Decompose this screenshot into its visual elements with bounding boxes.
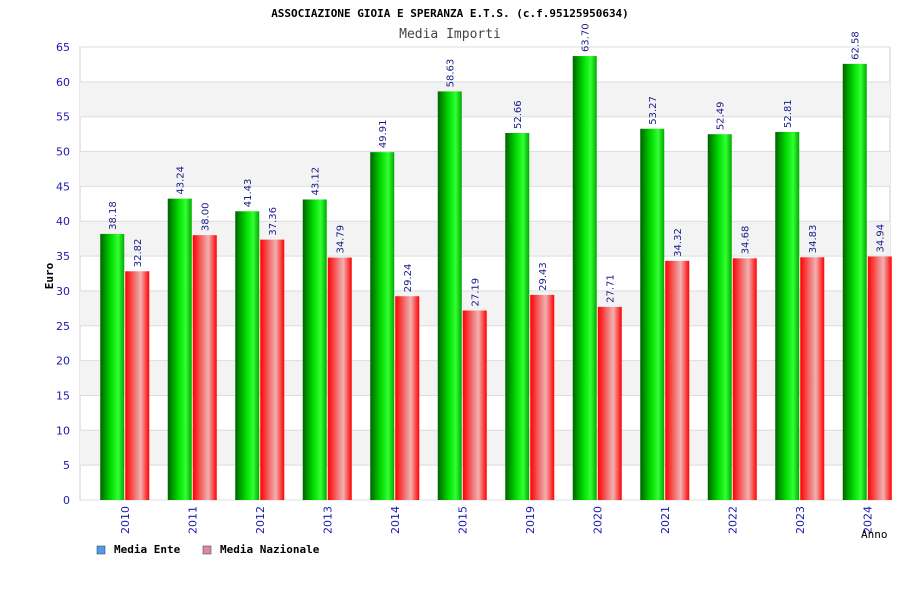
value-labels: 38.18 32.82 43.24 38.00 41.43 37.36 43.12 34.79… — [108, 23, 887, 306]
bar-media-nazionale-2011 — [192, 235, 217, 500]
bar-media-nazionale-2015 — [462, 310, 487, 500]
bar-media-nazionale-2023 — [800, 257, 825, 500]
bar-media-nazionale-2010 — [125, 271, 150, 500]
y-tick-label: 35 — [56, 250, 70, 263]
chart-title: ASSOCIAZIONE GIOIA E SPERANZA E.T.S. (c.… — [271, 7, 629, 20]
data-label: 52.66 — [513, 100, 524, 129]
y-axis-title: Euro — [43, 262, 56, 289]
data-label: 43.24 — [176, 166, 187, 195]
y-tick-label: 50 — [56, 146, 70, 159]
bar-media-ente-2011 — [167, 198, 192, 501]
data-label: 29.43 — [538, 262, 549, 291]
y-tick-label: 25 — [56, 320, 70, 333]
x-tick-label: 2010 — [119, 506, 132, 534]
bar-media-ente-2019 — [505, 133, 530, 500]
x-tick-label: 2020 — [591, 506, 604, 534]
grid-band — [80, 151, 890, 187]
x-tick-label: 2015 — [456, 506, 469, 534]
x-tick-label: 2024 — [861, 506, 874, 534]
legend: Media Ente Media Nazionale — [96, 543, 320, 556]
legend-swatch-media-ente — [96, 545, 106, 555]
bar-media-nazionale-2014 — [395, 296, 420, 500]
bar-media-ente-2014 — [370, 152, 395, 500]
x-tick-label: 2011 — [186, 506, 199, 534]
bar-media-nazionale-2020 — [597, 306, 622, 500]
data-label: 27.71 — [606, 274, 617, 303]
x-tick-label: 2012 — [254, 506, 267, 534]
data-label: 34.79 — [336, 225, 347, 254]
bar-media-ente-2022 — [707, 134, 732, 501]
y-tick-label: 30 — [56, 285, 70, 298]
y-tick-label: 10 — [56, 424, 70, 437]
data-label: 49.91 — [378, 120, 389, 149]
data-label: 58.63 — [446, 59, 457, 88]
data-label: 41.43 — [243, 179, 254, 208]
data-label: 52.49 — [716, 102, 727, 131]
data-label: 29.24 — [403, 264, 414, 293]
bar-media-ente-2021 — [640, 128, 665, 500]
y-tick-label: 20 — [56, 355, 70, 368]
y-axis-ticks: 0 5 10 15 20 25 30 35 40 45 50 55 60 65 — [56, 41, 70, 507]
data-label: 32.82 — [133, 239, 144, 268]
data-label: 53.27 — [648, 96, 659, 125]
y-tick-label: 45 — [56, 180, 70, 193]
x-tick-label: 2021 — [659, 506, 672, 534]
bar-media-nazionale-2024 — [867, 256, 892, 500]
x-tick-label: 2014 — [389, 506, 402, 534]
legend-label-media-ente: Media Ente — [114, 543, 181, 556]
bars-group — [100, 56, 892, 501]
x-tick-label: 2013 — [321, 506, 334, 534]
x-axis-ticks: 2010 2011 2012 2013 2014 2015 2019 2020 2021 2022… — [119, 506, 875, 534]
data-label: 62.58 — [851, 31, 862, 60]
data-label: 38.00 — [201, 203, 212, 232]
data-label: 34.83 — [808, 225, 819, 254]
data-label: 34.94 — [876, 224, 887, 253]
y-tick-label: 55 — [56, 111, 70, 124]
data-label: 52.81 — [783, 99, 794, 128]
bar-media-ente-2013 — [302, 199, 327, 501]
bar-media-nazionale-2013 — [327, 257, 352, 500]
data-label: 34.32 — [673, 228, 684, 257]
bar-media-nazionale-2022 — [732, 258, 757, 500]
data-label: 37.36 — [268, 207, 279, 236]
data-label: 27.19 — [471, 278, 482, 307]
x-axis-title: Anno — [861, 528, 888, 541]
x-tick-label: 2023 — [794, 506, 807, 534]
y-tick-label: 65 — [56, 41, 70, 54]
x-tick-label: 2019 — [524, 506, 537, 534]
y-tick-label: 0 — [63, 494, 70, 507]
chart-subtitle: Media Importi — [399, 27, 501, 42]
bar-media-ente-2024 — [842, 63, 867, 500]
legend-label-media-nazionale: Media Nazionale — [220, 543, 320, 556]
y-tick-label: 5 — [63, 459, 70, 472]
y-tick-label: 60 — [56, 76, 70, 89]
data-label: 63.70 — [581, 23, 592, 52]
legend-swatch-media-nazionale — [202, 545, 212, 555]
bar-media-nazionale-2012 — [260, 239, 285, 501]
bar-media-ente-2020 — [572, 56, 597, 501]
bar-media-ente-2015 — [437, 91, 462, 501]
data-label: 43.12 — [311, 167, 322, 196]
bar-media-ente-2023 — [775, 131, 800, 500]
bar-media-nazionale-2019 — [530, 294, 555, 500]
grid-band — [80, 81, 890, 117]
bar-media-ente-2012 — [235, 211, 260, 500]
y-tick-label: 15 — [56, 389, 70, 402]
bar-media-ente-2010 — [100, 233, 125, 500]
bar-media-nazionale-2021 — [665, 260, 690, 500]
data-label: 38.18 — [108, 201, 119, 230]
x-tick-label: 2022 — [726, 506, 739, 534]
data-label: 34.68 — [741, 226, 752, 255]
y-tick-label: 40 — [56, 215, 70, 228]
